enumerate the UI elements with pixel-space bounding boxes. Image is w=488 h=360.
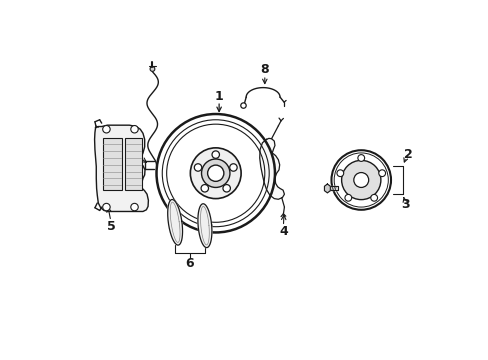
Polygon shape — [259, 138, 284, 199]
Circle shape — [194, 164, 202, 171]
Circle shape — [207, 165, 224, 181]
Circle shape — [201, 159, 229, 188]
Text: 4: 4 — [279, 225, 287, 238]
Circle shape — [130, 203, 138, 211]
Circle shape — [336, 170, 343, 177]
Polygon shape — [324, 184, 330, 193]
Circle shape — [357, 155, 364, 161]
Circle shape — [331, 150, 390, 210]
FancyBboxPatch shape — [103, 138, 122, 190]
Text: 2: 2 — [403, 148, 411, 161]
Circle shape — [353, 172, 368, 188]
Circle shape — [102, 126, 110, 133]
Circle shape — [156, 114, 274, 233]
Circle shape — [102, 203, 110, 211]
Circle shape — [212, 151, 219, 158]
Circle shape — [191, 149, 240, 198]
Polygon shape — [94, 125, 148, 211]
Polygon shape — [167, 199, 182, 245]
Text: 8: 8 — [260, 63, 268, 76]
Text: 6: 6 — [185, 257, 194, 270]
Circle shape — [370, 194, 377, 201]
Circle shape — [344, 194, 351, 201]
Circle shape — [201, 185, 208, 192]
Text: 5: 5 — [106, 220, 115, 233]
Circle shape — [229, 164, 237, 171]
Circle shape — [150, 67, 155, 71]
Polygon shape — [327, 186, 337, 190]
Circle shape — [223, 185, 230, 192]
Circle shape — [130, 126, 138, 133]
FancyBboxPatch shape — [125, 138, 142, 190]
Circle shape — [341, 160, 380, 200]
Polygon shape — [198, 204, 211, 248]
Text: 1: 1 — [214, 90, 223, 103]
Text: 7: 7 — [129, 147, 138, 159]
Text: 3: 3 — [401, 198, 409, 211]
Circle shape — [240, 103, 245, 108]
Circle shape — [378, 170, 385, 177]
